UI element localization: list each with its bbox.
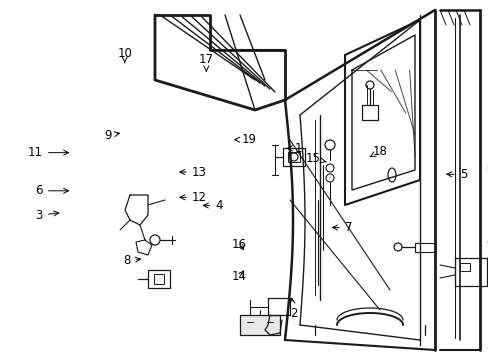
Bar (240, 315, 280, 335)
Text: 10: 10 (117, 47, 132, 63)
Bar (459, 263, 469, 271)
Text: 5: 5 (446, 168, 466, 181)
Text: 12: 12 (180, 191, 206, 204)
Text: 2: 2 (289, 298, 297, 320)
Text: 8: 8 (123, 254, 140, 267)
Text: 1: 1 (287, 142, 302, 155)
Text: 6: 6 (36, 184, 68, 197)
Text: 18: 18 (369, 145, 387, 158)
Text: 3: 3 (36, 209, 59, 222)
Text: 4: 4 (203, 199, 222, 212)
Text: 16: 16 (232, 238, 246, 251)
Bar (154, 274, 163, 284)
Text: 15: 15 (305, 152, 325, 165)
Bar (283, 148, 305, 166)
Text: 17: 17 (199, 53, 213, 71)
Text: 11: 11 (28, 146, 68, 159)
Bar (287, 152, 299, 162)
Text: 14: 14 (232, 270, 246, 283)
Bar (454, 258, 486, 286)
Bar (148, 270, 170, 288)
Text: 9: 9 (104, 129, 119, 142)
Text: 19: 19 (234, 133, 257, 146)
Text: 13: 13 (180, 166, 206, 179)
Text: 7: 7 (332, 221, 351, 234)
Bar (414, 243, 434, 252)
